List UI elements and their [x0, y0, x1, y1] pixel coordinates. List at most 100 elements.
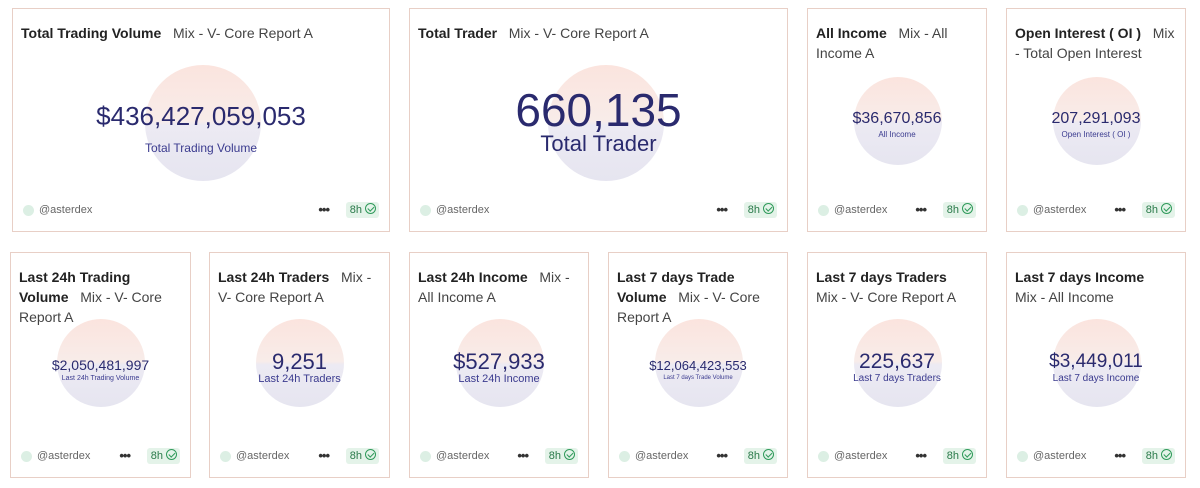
user-avatar-icon: [420, 451, 431, 462]
decorative-circle: [456, 319, 544, 407]
refresh-age-badge[interactable]: 8h: [1141, 202, 1175, 218]
decorative-circle: [57, 319, 145, 407]
metric-value: $12,064,423,553: [649, 358, 747, 373]
age-text: 8h: [946, 450, 959, 462]
metric-label: Last 7 days Traders: [853, 373, 941, 384]
creator-handle[interactable]: @asterdex: [39, 204, 93, 216]
card-footer: @asterdex ••• 8h: [619, 448, 777, 465]
age-text: 8h: [349, 204, 362, 216]
card-footer: @asterdex ••• 8h: [23, 202, 379, 219]
age-text: 8h: [1145, 450, 1158, 462]
card-total-trading-volume[interactable]: Total Trading Volume Mix - V- Core Repor…: [12, 8, 390, 232]
refresh-age-badge[interactable]: 8h: [1141, 448, 1175, 464]
user-avatar-icon: [420, 205, 431, 216]
age-text: 8h: [747, 450, 760, 462]
user-avatar-icon: [619, 451, 630, 462]
metric-label: Last 24h Income: [458, 373, 540, 385]
card-title: Total Trading Volume Mix - V- Core Repor…: [21, 23, 381, 43]
card-footer: @asterdex ••• 8h: [420, 202, 777, 219]
card-last-24h-traders[interactable]: Last 24h Traders Mix - V- Core Report A …: [209, 252, 390, 478]
card-title-main: Last 7 days Trade Volume: [617, 269, 735, 305]
card-title-sub: Mix - V- Core Report A: [816, 289, 957, 305]
card-title: Total Trader Mix - V- Core Report A: [418, 23, 779, 43]
card-title: Last 24h Income Mix - All Income A: [418, 267, 580, 307]
more-options-icon[interactable]: •••: [1114, 448, 1126, 463]
card-footer: @asterdex ••• 8h: [220, 448, 379, 465]
creator-handle[interactable]: @asterdex: [436, 450, 490, 462]
check-circle-icon: [1161, 203, 1172, 214]
more-options-icon[interactable]: •••: [915, 202, 927, 217]
user-avatar-icon: [21, 451, 32, 462]
card-last-24h-trading-volume[interactable]: Last 24h Trading Volume Mix - V- Core Re…: [10, 252, 191, 478]
refresh-age-badge[interactable]: 8h: [743, 202, 777, 218]
creator-handle[interactable]: @asterdex: [1033, 450, 1087, 462]
more-options-icon[interactable]: •••: [716, 448, 728, 463]
metric-label: Total Trading Volume: [144, 141, 258, 155]
card-title: Last 24h Trading Volume Mix - V- Core Re…: [19, 267, 182, 327]
card-last-7-days-traders[interactable]: Last 7 days Traders Mix - V- Core Report…: [807, 252, 987, 478]
refresh-age-badge[interactable]: 8h: [743, 448, 777, 464]
creator-handle[interactable]: @asterdex: [436, 204, 490, 216]
metric-value: $436,427,059,053: [96, 101, 306, 131]
metric-label: Open Interest ( OI ): [1061, 130, 1131, 139]
card-title-sub: Mix - All Income A: [418, 269, 570, 305]
refresh-age-badge[interactable]: 8h: [942, 448, 976, 464]
metric-value: $36,670,856: [852, 110, 942, 127]
check-circle-icon: [763, 203, 774, 214]
card-title-main: Total Trading Volume: [21, 25, 162, 41]
refresh-age-badge[interactable]: 8h: [544, 448, 578, 464]
age-text: 8h: [349, 450, 362, 462]
creator-handle[interactable]: @asterdex: [37, 450, 91, 462]
more-options-icon[interactable]: •••: [119, 448, 131, 463]
more-options-icon[interactable]: •••: [915, 448, 927, 463]
card-footer: @asterdex ••• 8h: [818, 448, 976, 465]
check-circle-icon: [166, 449, 177, 460]
check-circle-icon: [1161, 449, 1172, 460]
more-options-icon[interactable]: •••: [1114, 202, 1126, 217]
age-text: 8h: [747, 204, 760, 216]
card-title-main: Last 24h Income: [418, 269, 528, 285]
creator-handle[interactable]: @asterdex: [236, 450, 290, 462]
creator-handle[interactable]: @asterdex: [834, 204, 888, 216]
refresh-age-badge[interactable]: 8h: [345, 202, 379, 218]
card-title-sub: Mix - All Income A: [816, 25, 948, 61]
card-last-7-days-income[interactable]: Last 7 days Income Mix - All Income $3,4…: [1006, 252, 1186, 478]
more-options-icon[interactable]: •••: [318, 202, 330, 217]
card-last-24h-income[interactable]: Last 24h Income Mix - All Income A $527,…: [409, 252, 589, 478]
card-last-7-days-trade-volume[interactable]: Last 7 days Trade Volume Mix - V- Core R…: [608, 252, 788, 478]
user-avatar-icon: [818, 205, 829, 216]
more-options-icon[interactable]: •••: [517, 448, 529, 463]
card-title: Last 7 days Traders Mix - V- Core Report…: [816, 267, 978, 307]
card-title: Last 7 days Trade Volume Mix - V- Core R…: [617, 267, 779, 327]
card-open-interest[interactable]: Open Interest ( OI ) Mix - Total Open In…: [1006, 8, 1186, 232]
check-circle-icon: [365, 449, 376, 460]
card-footer: @asterdex ••• 8h: [420, 448, 578, 465]
decorative-circle: [854, 319, 942, 407]
refresh-age-badge[interactable]: 8h: [146, 448, 180, 464]
creator-handle[interactable]: @asterdex: [635, 450, 689, 462]
card-all-income[interactable]: All Income Mix - All Income A $36,670,85…: [807, 8, 987, 232]
card-footer: @asterdex ••• 8h: [1017, 202, 1175, 219]
decorative-circle: [1053, 77, 1141, 165]
user-avatar-icon: [220, 451, 231, 462]
refresh-age-badge[interactable]: 8h: [345, 448, 379, 464]
check-circle-icon: [564, 449, 575, 460]
card-title-sub: Mix - Total Open Interest: [1015, 25, 1175, 61]
metric-value: $2,050,481,997: [51, 357, 150, 373]
card-title-main: Last 7 days Traders: [816, 269, 947, 285]
more-options-icon[interactable]: •••: [318, 448, 330, 463]
refresh-age-badge[interactable]: 8h: [942, 202, 976, 218]
age-text: 8h: [548, 450, 561, 462]
creator-handle[interactable]: @asterdex: [834, 450, 888, 462]
card-title-main: Total Trader: [418, 25, 498, 41]
creator-handle[interactable]: @asterdex: [1033, 204, 1087, 216]
decorative-circle: [256, 319, 344, 407]
age-text: 8h: [946, 204, 959, 216]
decorative-circle: [1053, 319, 1141, 407]
metric-value: 660,135: [515, 84, 682, 136]
card-title: Open Interest ( OI ) Mix - Total Open In…: [1015, 23, 1177, 63]
decorative-circle: [854, 77, 942, 165]
check-circle-icon: [365, 203, 376, 214]
more-options-icon[interactable]: •••: [716, 202, 728, 217]
card-total-trader[interactable]: Total Trader Mix - V- Core Report A 660,…: [409, 8, 788, 232]
